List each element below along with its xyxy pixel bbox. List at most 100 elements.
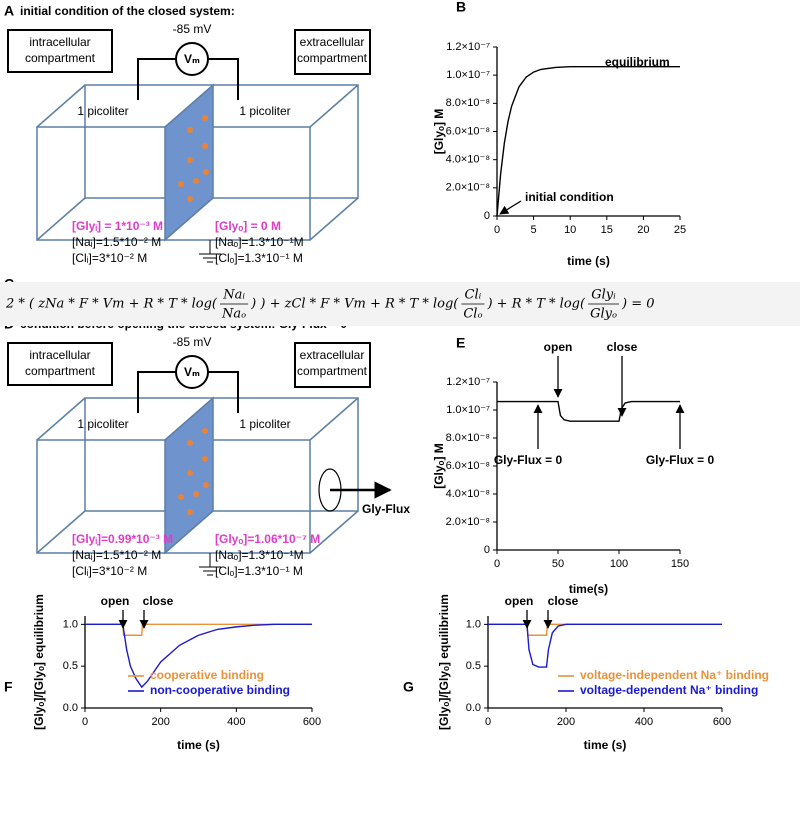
equation-denominator: Glyₒ — [590, 307, 617, 322]
voltmeter-label: Vₘ — [184, 365, 200, 379]
legend-label: non-cooperative binding — [150, 683, 290, 697]
x-tick-label: 400 — [227, 716, 245, 728]
concentration: [Clᵢ]=3*10⁻² M — [72, 564, 147, 578]
concentration: [Glyᵢ] = 1*10⁻³ M — [72, 219, 163, 233]
concentration: [Glyₒ] = 0 M — [215, 219, 281, 233]
compartment-label: extracellular — [300, 348, 365, 362]
y-tick-label: 1.2×10⁻⁷ — [446, 376, 490, 388]
equation-text: ) + R * T * log( — [486, 297, 586, 312]
volume-label: 1 picoliter — [239, 417, 290, 431]
glycine-dot — [187, 470, 193, 476]
volume-label: 1 picoliter — [77, 417, 128, 431]
glycine-dot — [187, 509, 193, 515]
y-tick-label: 4.0×10⁻⁸ — [446, 488, 490, 500]
x-tick-label: 600 — [713, 716, 731, 728]
prism-edge — [36, 397, 86, 441]
annotation: Gly-Flux = 0 — [494, 453, 563, 467]
legend-label: cooperative binding — [150, 668, 264, 682]
glycine-dot — [202, 428, 208, 434]
glycine-dot — [203, 482, 209, 488]
prism-edge — [36, 510, 86, 554]
compartment-label: extracellular — [300, 35, 365, 49]
voltmeter — [175, 42, 209, 76]
concentration: [Naᵢ]=1.5*10⁻² M — [72, 548, 161, 562]
voltage-label: -85 mV — [173, 335, 212, 349]
concentration: [Clₒ]=1.3*10⁻¹ M — [215, 251, 303, 265]
annotation: close — [143, 594, 174, 608]
annotation: initial condition — [525, 190, 614, 204]
equation-box — [0, 282, 800, 326]
compartment-label: compartment — [297, 364, 368, 378]
voltmeter — [175, 355, 209, 389]
panel-label: B — [456, 0, 466, 15]
panel-title: initial condition of the closed system: — [20, 4, 235, 18]
annotation: Gly-Flux = 0 — [646, 453, 715, 467]
prism-edge — [309, 397, 359, 441]
concentration: [Glyₒ]=1.06*10⁻⁷ M — [215, 532, 320, 546]
x-tick-label: 0 — [494, 558, 500, 570]
data-line — [496, 66, 680, 217]
y-axis-label: [Glyₒ]/[Glyₒ] equilibrium — [437, 594, 451, 730]
annotation-arrow — [499, 200, 522, 215]
data-line — [85, 623, 312, 689]
annotation: open — [505, 594, 534, 608]
glycine-dot — [178, 181, 184, 187]
x-tick-label: 25 — [674, 224, 686, 236]
concentration: [Glyᵢ]=0.99*10⁻³ M — [72, 532, 173, 546]
x-tick-label: 200 — [557, 716, 575, 728]
x-axis-label: time (s) — [584, 738, 627, 752]
glycine-dot — [178, 494, 184, 500]
annotation: open — [101, 594, 130, 608]
annotation: open — [544, 340, 573, 354]
equation-numerator: Glyᵢ — [591, 288, 616, 303]
concentration: [Naₒ]=1.3*10⁻¹M — [215, 235, 304, 249]
compartment-label: compartment — [25, 51, 96, 65]
data-line — [497, 400, 680, 422]
y-tick-label: 0.0 — [466, 702, 481, 714]
y-tick-label: 1.0×10⁻⁷ — [446, 69, 490, 81]
data-line — [85, 623, 312, 636]
y-axis-label: [Glyₒ]/[Glyₒ] equilibrium — [32, 594, 46, 730]
annotation: close — [607, 340, 638, 354]
legend-label: voltage-dependent Na⁺ binding — [580, 683, 758, 697]
glycine-dot — [187, 440, 193, 446]
x-tick-label: 600 — [303, 716, 321, 728]
x-tick-label: 20 — [637, 224, 649, 236]
equation-numerator: Clᵢ — [465, 288, 482, 303]
y-axis-label: [Glyₒ] M — [432, 109, 446, 155]
y-tick-label: 8.0×10⁻⁸ — [446, 97, 490, 109]
equation-text: 2 * ( zNa * F * Vm + R * T * log( — [5, 297, 218, 312]
y-tick-label: 2.0×10⁻⁸ — [446, 516, 490, 528]
concentration: [Clₒ]=1.3*10⁻¹ M — [215, 564, 303, 578]
equation-numerator: Naᵢ — [222, 288, 245, 303]
glycine-dot — [202, 143, 208, 149]
compartment-label: compartment — [25, 364, 96, 378]
equation-text: ) ) + zCl * F * Vm + R * T * log( — [250, 297, 459, 312]
intracellular-box — [7, 29, 113, 73]
y-tick-label: 0.0 — [63, 702, 78, 714]
y-tick-label: 0 — [484, 210, 490, 222]
y-tick-label: 2.0×10⁻⁸ — [446, 182, 490, 194]
x-tick-label: 10 — [564, 224, 576, 236]
glycine-dot — [187, 127, 193, 133]
y-tick-label: 1.2×10⁻⁷ — [446, 41, 490, 53]
concentration: [Naₒ]=1.3*10⁻¹M — [215, 548, 304, 562]
panel-label: E — [456, 335, 465, 351]
x-tick-label: 5 — [531, 224, 537, 236]
glycine-dot — [203, 169, 209, 175]
voltage-label: -85 mV — [173, 22, 212, 36]
y-tick-label: 4.0×10⁻⁸ — [446, 154, 490, 166]
glycine-dot — [193, 491, 199, 497]
x-tick-label: 0 — [485, 716, 491, 728]
y-tick-label: 8.0×10⁻⁸ — [446, 432, 490, 444]
y-tick-label: 6.0×10⁻⁸ — [446, 125, 490, 137]
compartment-label: compartment — [297, 51, 368, 65]
equation-denominator: Clₒ — [463, 307, 482, 322]
x-axis-label: time (s) — [567, 254, 610, 268]
concentration: [Naᵢ]=1.5*10⁻² M — [72, 235, 161, 249]
equation-text: ) = 0 — [621, 297, 655, 312]
x-tick-label: 15 — [601, 224, 613, 236]
back-face — [84, 84, 359, 199]
equation-denominator: Naₒ — [221, 307, 246, 322]
